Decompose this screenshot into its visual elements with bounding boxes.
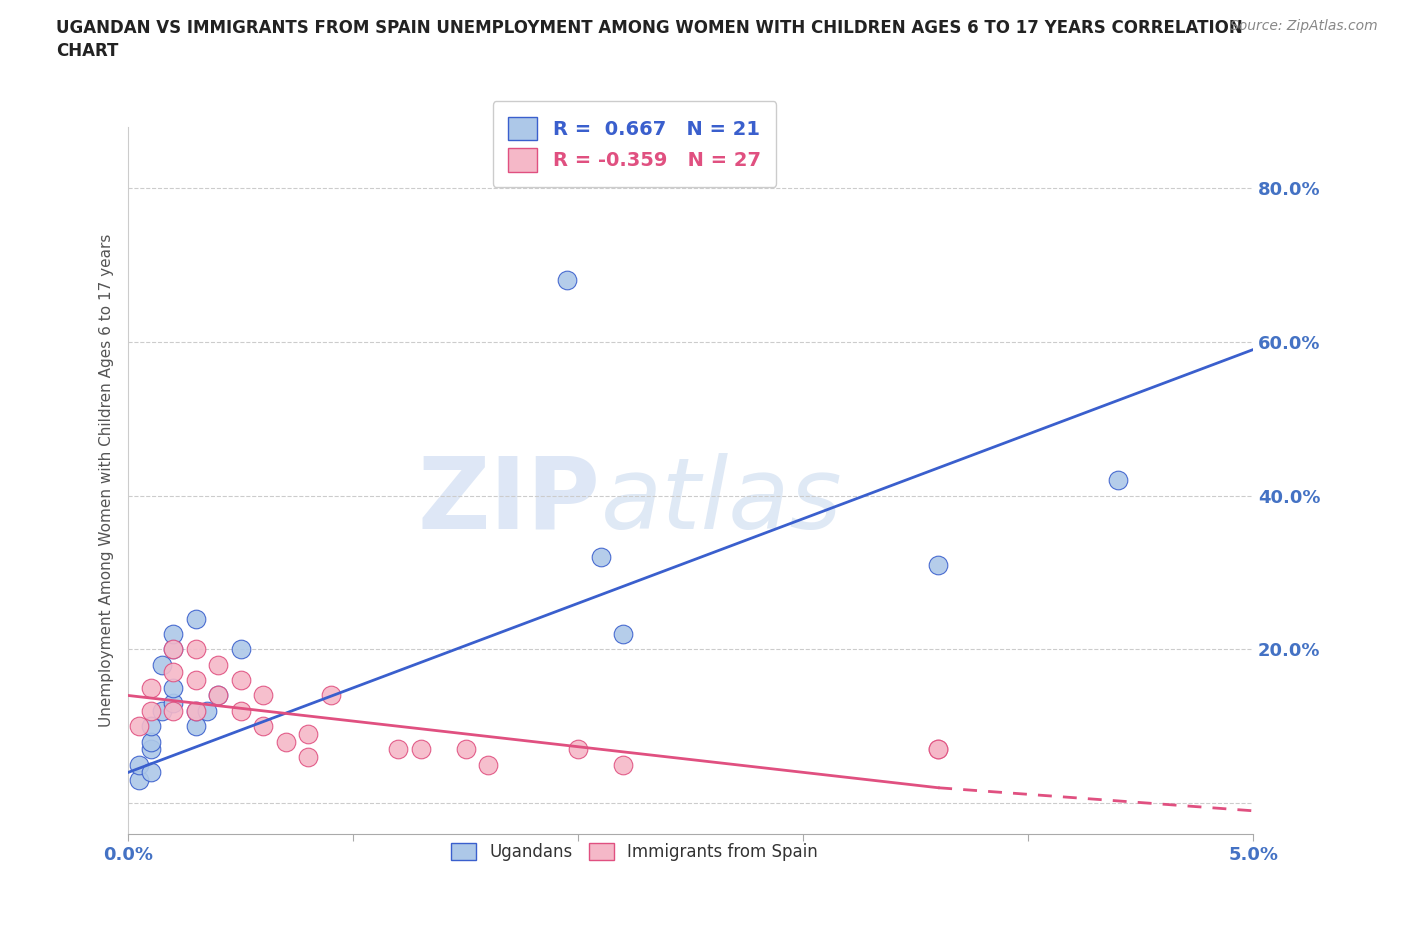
Point bbox=[150, 703, 173, 718]
Point bbox=[162, 681, 184, 696]
Point bbox=[139, 765, 162, 780]
Point bbox=[229, 642, 252, 657]
Point bbox=[128, 719, 150, 734]
Text: UGANDAN VS IMMIGRANTS FROM SPAIN UNEMPLOYMENT AMONG WOMEN WITH CHILDREN AGES 6 T: UGANDAN VS IMMIGRANTS FROM SPAIN UNEMPLO… bbox=[56, 19, 1243, 60]
Point bbox=[252, 719, 274, 734]
Point bbox=[1107, 472, 1129, 487]
Point bbox=[454, 742, 477, 757]
Text: ZIP: ZIP bbox=[418, 453, 600, 550]
Point bbox=[162, 696, 184, 711]
Point bbox=[162, 642, 184, 657]
Point bbox=[252, 688, 274, 703]
Point bbox=[184, 672, 207, 687]
Point bbox=[195, 703, 218, 718]
Point bbox=[207, 688, 229, 703]
Point bbox=[409, 742, 432, 757]
Y-axis label: Unemployment Among Women with Children Ages 6 to 17 years: Unemployment Among Women with Children A… bbox=[100, 233, 114, 727]
Point bbox=[162, 665, 184, 680]
Point bbox=[387, 742, 409, 757]
Point bbox=[184, 703, 207, 718]
Point bbox=[184, 703, 207, 718]
Point bbox=[477, 757, 499, 772]
Point bbox=[150, 658, 173, 672]
Point bbox=[229, 703, 252, 718]
Point bbox=[139, 703, 162, 718]
Point bbox=[297, 726, 319, 741]
Point bbox=[927, 557, 949, 572]
Point bbox=[162, 703, 184, 718]
Point bbox=[589, 550, 612, 565]
Point bbox=[184, 642, 207, 657]
Point bbox=[229, 672, 252, 687]
Point bbox=[207, 688, 229, 703]
Point bbox=[139, 719, 162, 734]
Point bbox=[297, 750, 319, 764]
Point bbox=[162, 642, 184, 657]
Point bbox=[139, 734, 162, 749]
Point bbox=[184, 719, 207, 734]
Point bbox=[612, 757, 634, 772]
Legend: Ugandans, Immigrants from Spain: Ugandans, Immigrants from Spain bbox=[444, 836, 825, 868]
Point bbox=[555, 272, 578, 287]
Point bbox=[184, 611, 207, 626]
Text: atlas: atlas bbox=[600, 453, 842, 550]
Point bbox=[128, 757, 150, 772]
Point bbox=[139, 742, 162, 757]
Point bbox=[162, 627, 184, 642]
Point bbox=[319, 688, 342, 703]
Point bbox=[927, 742, 949, 757]
Point bbox=[612, 627, 634, 642]
Point bbox=[567, 742, 589, 757]
Point bbox=[274, 734, 297, 749]
Point bbox=[139, 681, 162, 696]
Point bbox=[927, 742, 949, 757]
Text: Source: ZipAtlas.com: Source: ZipAtlas.com bbox=[1230, 19, 1378, 33]
Point bbox=[128, 773, 150, 788]
Point bbox=[207, 658, 229, 672]
